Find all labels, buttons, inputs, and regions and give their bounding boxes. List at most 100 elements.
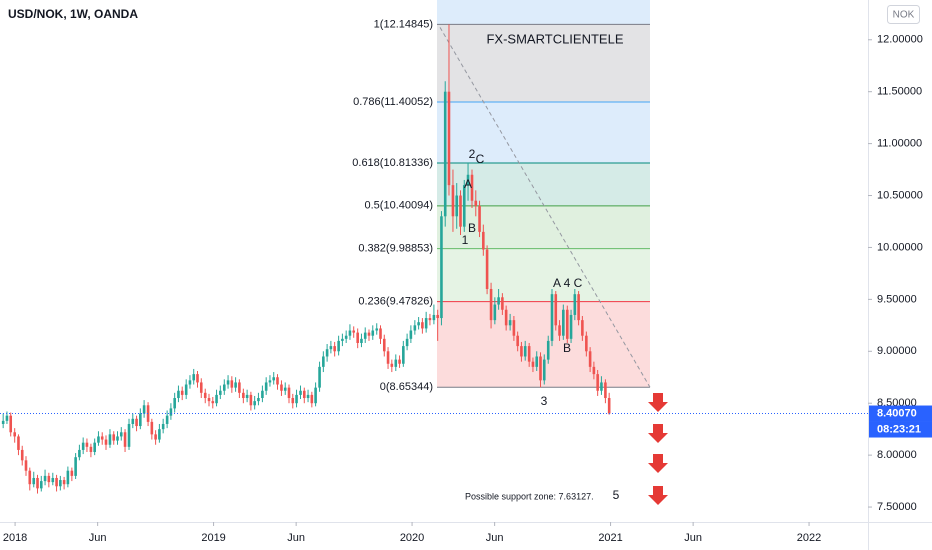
x-tick-label: Jun <box>287 532 305 544</box>
candle-body <box>59 480 62 487</box>
candle-body <box>173 398 176 409</box>
candle-body <box>386 351 390 364</box>
arrow <box>648 424 668 443</box>
candle-body <box>276 377 279 385</box>
arrow <box>648 486 668 505</box>
y-tick-label: 8.00000 <box>877 449 917 461</box>
candle-body <box>123 432 127 447</box>
candle-body <box>280 384 283 391</box>
candle-body <box>508 320 512 326</box>
candle-body <box>535 356 539 367</box>
countdown-label: 08:23:21 <box>877 423 921 435</box>
wave-label: 2 <box>469 147 476 161</box>
candle-body <box>196 374 199 383</box>
candle-body <box>39 481 43 489</box>
y-tick-label: 7.50000 <box>877 501 917 513</box>
candle-body <box>600 382 603 391</box>
candle-body <box>352 330 356 333</box>
candle-body <box>554 294 558 326</box>
candle-body <box>424 318 428 329</box>
candle-body <box>9 415 13 433</box>
candle-body <box>501 297 504 310</box>
candle-body <box>493 304 497 321</box>
countdown-box <box>869 421 932 438</box>
candle-body <box>417 322 420 326</box>
candle-body <box>405 338 409 347</box>
candle-body <box>523 346 527 357</box>
wave-label: 5 <box>613 488 620 502</box>
candle-body <box>28 470 32 485</box>
candle-body <box>234 382 237 388</box>
fib-band <box>437 205 650 249</box>
candle-body <box>607 398 611 414</box>
candle-body <box>588 351 592 367</box>
candle-body <box>146 405 150 422</box>
candle-body <box>310 394 314 404</box>
candle-body <box>283 387 287 391</box>
candle-body <box>443 91 447 217</box>
candle-body <box>203 392 207 399</box>
candle-body <box>226 380 230 385</box>
candle-body <box>291 398 295 404</box>
candle-body <box>184 384 188 395</box>
wave-label: 3 <box>541 394 548 408</box>
wave-label: C <box>476 152 485 166</box>
candle-body <box>462 185 466 227</box>
candle-body <box>97 436 100 443</box>
candle-body <box>249 394 253 406</box>
candle-body <box>371 330 375 336</box>
wave-label: 1 <box>462 233 469 247</box>
currency-button[interactable] <box>887 5 920 24</box>
chart-title: USD/NOK, 1W, OANDA <box>8 7 138 21</box>
candle-body <box>17 436 20 450</box>
candle-body <box>337 340 340 352</box>
candle-body <box>188 380 192 385</box>
candle-body <box>375 328 379 331</box>
x-tick-label: Jun <box>486 532 504 544</box>
candle-body <box>504 309 508 326</box>
candle-body <box>180 390 184 395</box>
candle-body <box>344 335 348 339</box>
y-tick-label: 9.50000 <box>877 293 917 305</box>
candle-body <box>569 314 573 339</box>
candle-body <box>93 442 96 453</box>
candle-body <box>512 320 516 336</box>
candle-body <box>261 390 264 399</box>
wave-label: A <box>464 177 472 191</box>
candle-body <box>482 231 485 250</box>
candle-body <box>478 205 481 232</box>
candle-body <box>398 359 401 364</box>
candle-body <box>192 374 196 381</box>
candle-body <box>322 356 325 367</box>
candle-body <box>36 477 39 489</box>
candle-body <box>135 418 138 427</box>
candle-body <box>489 288 493 321</box>
candle-body <box>363 332 367 339</box>
candle-body <box>119 432 123 437</box>
candle-body <box>394 359 398 367</box>
candle-body <box>573 294 577 315</box>
candle-body <box>51 477 55 483</box>
candle-body <box>74 457 77 476</box>
candle-body <box>531 361 535 367</box>
y-tick-label: 10.00000 <box>877 241 923 253</box>
candle-body <box>222 384 226 391</box>
candle-body <box>596 374 599 391</box>
y-tick-label: 11.50000 <box>877 86 922 98</box>
currency-button-label[interactable]: NOK <box>893 10 915 21</box>
y-tick-label: 9.00000 <box>877 345 917 357</box>
fib-level-label: 0.786(11.40052) <box>353 96 433 108</box>
y-tick-label: 12.00000 <box>877 34 923 46</box>
fib-band <box>437 24 650 103</box>
candle-body <box>520 346 523 357</box>
candle-body <box>577 294 580 321</box>
x-tick-label: 2020 <box>400 532 424 544</box>
fib-level-label: 0.5(10.40094) <box>365 200 434 212</box>
candle-body <box>485 249 489 289</box>
fib-level-label: 0.236(9.47826) <box>358 296 433 308</box>
candle-body <box>451 185 455 217</box>
candle-body <box>516 335 519 347</box>
candle-body <box>169 408 173 416</box>
